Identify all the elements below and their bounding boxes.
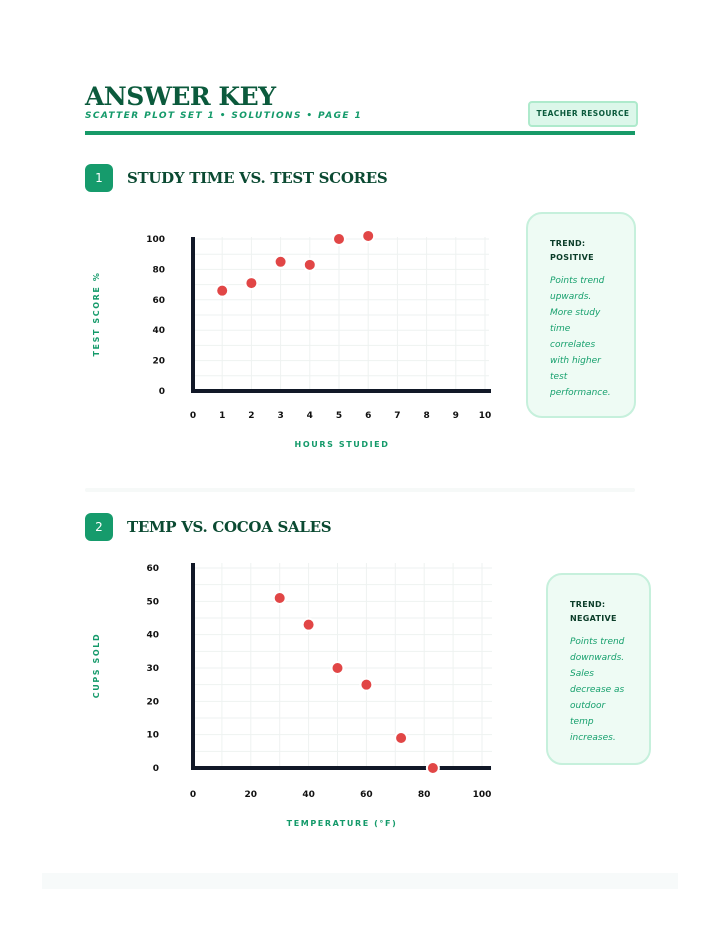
x-tick-label: 20 xyxy=(245,790,258,800)
x-tick-label: 9 xyxy=(453,411,459,421)
y-tick-label: 20 xyxy=(152,357,165,367)
x-tick-label: 60 xyxy=(360,790,373,800)
data-point xyxy=(425,761,440,775)
trend-note-line: temp xyxy=(570,717,594,727)
trend-note-body: Points trend downwards. Sales decrease as ou… xyxy=(570,634,649,746)
y-tick-label: 80 xyxy=(152,265,165,275)
section-title: STUDY TIME VS. TEST SCORES xyxy=(127,169,388,187)
trend-note-line: outdoor xyxy=(570,701,606,711)
footer-bar xyxy=(42,873,678,889)
x-tick-label: 100 xyxy=(473,790,492,800)
y-tick-label: 0 xyxy=(153,764,159,774)
page-subtitle: SCATTER PLOT SET 1 • SOLUTIONS • PAGE 1 xyxy=(85,111,363,121)
data-point xyxy=(215,283,230,298)
data-point xyxy=(394,731,409,745)
trend-note-title: TREND: NEGATIVE xyxy=(570,600,617,623)
y-axis-label: TEST SCORE % xyxy=(92,272,101,357)
x-tick-label: 5 xyxy=(336,411,342,421)
x-tick-label: 80 xyxy=(418,790,431,800)
trend-note-line: correlates xyxy=(550,340,596,350)
x-tick-label: 2 xyxy=(248,411,254,421)
x-tick-label: 0 xyxy=(190,411,196,421)
teacher-resource-badge: TEACHER RESOURCE xyxy=(528,101,638,127)
section-number-badge: 2 xyxy=(85,513,113,541)
trend-note-line: Points trend xyxy=(570,637,625,647)
trend-note-line: test xyxy=(550,372,568,382)
x-tick-label: 3 xyxy=(277,411,283,421)
x-tick-label: 8 xyxy=(423,411,429,421)
x-tick-label: 7 xyxy=(394,411,400,421)
data-point xyxy=(332,232,346,246)
y-tick-label: 20 xyxy=(146,697,159,707)
x-axis-label: HOURS STUDIED xyxy=(295,440,390,449)
trend-note-line: with higher xyxy=(550,356,601,366)
trend-note-line: Points trend xyxy=(550,276,605,286)
data-point xyxy=(273,254,288,269)
trend-note-body: Points trend upwards. More study time correl… xyxy=(550,273,634,401)
y-tick-label: 50 xyxy=(146,597,159,607)
scatter-chart-temp-cocoa: 0 20 40 60 80 100 0 10 20 30 40 50 60 TEMPERATURE (°F… xyxy=(92,563,492,828)
trend-note-line: decrease as xyxy=(570,685,625,695)
y-tick-label: 0 xyxy=(159,387,165,397)
x-tick-label: 0 xyxy=(190,790,196,800)
data-point xyxy=(272,591,287,605)
trend-note-line: Sales xyxy=(570,669,594,679)
section-number-badge: 1 xyxy=(85,164,113,192)
y-tick-label: 60 xyxy=(152,296,165,306)
data-point xyxy=(330,661,345,675)
trend-note-line: increases. xyxy=(570,733,616,743)
section-title: TEMP VS. COCOA SALES xyxy=(127,518,332,536)
y-tick-label: 60 xyxy=(146,564,159,574)
y-tick-label: 10 xyxy=(146,731,159,741)
trend-note-line: upwards. xyxy=(550,292,592,302)
data-point xyxy=(361,228,376,243)
y-tick-label: 30 xyxy=(146,664,159,674)
x-tick-label: 10 xyxy=(479,411,492,421)
data-point xyxy=(359,677,374,692)
trend-note-line: More study xyxy=(550,308,601,318)
x-tick-label: 1 xyxy=(219,411,225,421)
data-point xyxy=(301,617,316,632)
trend-note-card: TREND: NEGATIVE Points trend downwards. Sa… xyxy=(546,573,651,765)
trend-note-line: time xyxy=(550,324,571,334)
y-axis-label: CUPS SOLD xyxy=(92,633,101,698)
x-tick-label: 6 xyxy=(365,411,371,421)
y-tick-label: 100 xyxy=(146,235,165,245)
y-tick-label: 40 xyxy=(146,631,159,641)
trend-note-title: TREND: POSITIVE xyxy=(550,239,594,262)
x-tick-label: 40 xyxy=(302,790,315,800)
data-point xyxy=(302,257,317,272)
data-point xyxy=(244,276,259,291)
x-axis-label: TEMPERATURE (°F) xyxy=(287,819,398,828)
page-title: ANSWER KEY xyxy=(85,82,276,111)
trend-note-line: downwards. xyxy=(570,653,625,663)
section-divider xyxy=(85,488,635,492)
trend-note-card: TREND: POSITIVE Points trend upwards. More… xyxy=(526,212,636,418)
trend-note-line: performance. xyxy=(550,388,611,398)
y-tick-label: 40 xyxy=(152,326,165,336)
header-rule xyxy=(85,131,635,135)
x-tick-label: 4 xyxy=(307,411,313,421)
